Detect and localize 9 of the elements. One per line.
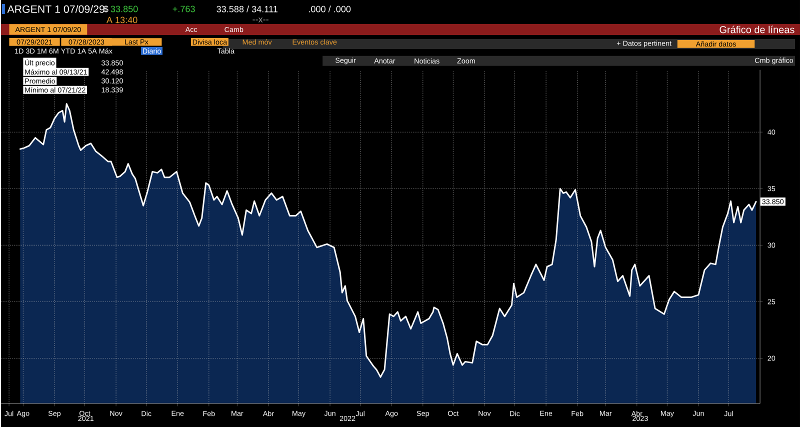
text: A 13:40 — [106, 16, 138, 23]
text: $ — [104, 5, 108, 12]
text: 33.588 / 34.111 — [216, 5, 278, 12]
text: .000 / .000 — [309, 5, 351, 12]
chart-subtitle: Gráfico de líneas — [720, 26, 794, 33]
text: +.763 — [172, 6, 195, 12]
text: 33.850 — [110, 6, 138, 12]
text: --x-- — [252, 17, 268, 22]
chart-title: ARGENT 1 07/09/29 — [7, 4, 104, 13]
